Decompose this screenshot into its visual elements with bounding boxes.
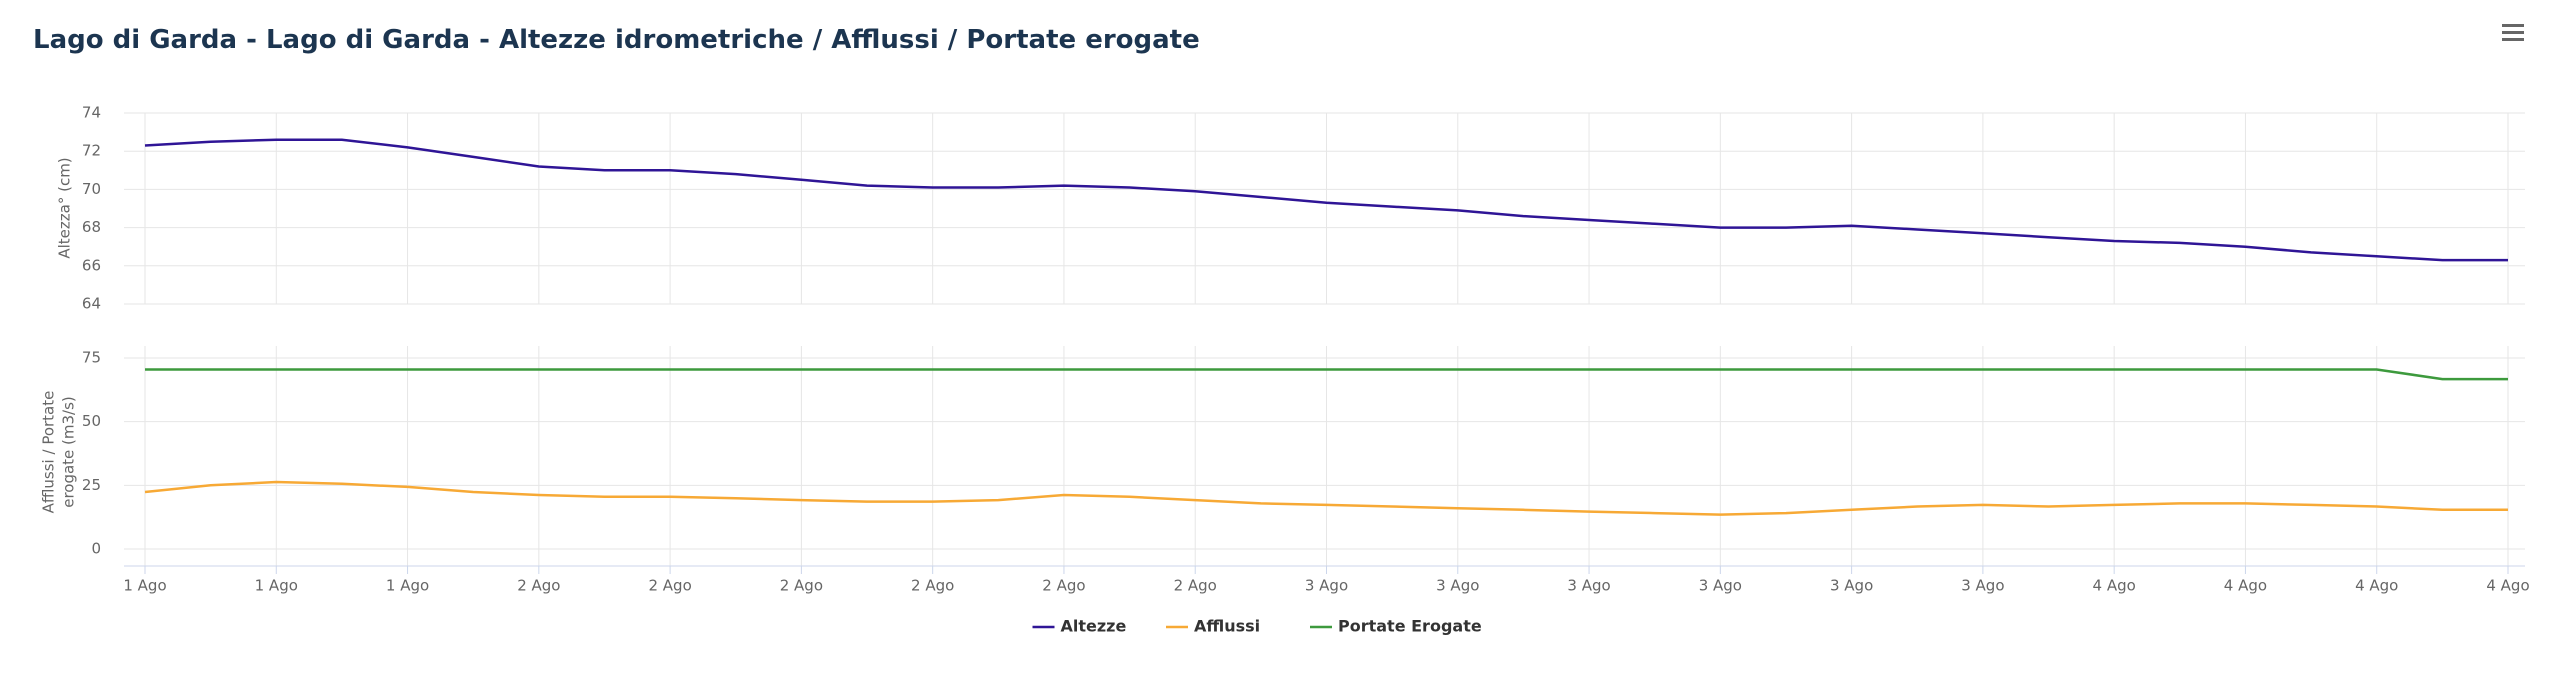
x-tick-label: 2 Ago — [1042, 577, 1085, 595]
x-tick-label: 3 Ago — [1699, 577, 1742, 595]
series-line — [144, 480, 2508, 516]
y-axis-label: Altezza° (cm) — [56, 157, 74, 258]
y-tick-label: 70 — [82, 180, 101, 198]
menu-bar[interactable] — [2502, 24, 2524, 27]
y2-tick-label: 50 — [82, 412, 101, 430]
x-tick-label: 2 Ago — [648, 577, 691, 595]
legend-label: Portate Erogate — [1338, 617, 1482, 636]
x-tick-label: 2 Ago — [1174, 577, 1217, 595]
y-tick-label: 68 — [82, 218, 101, 236]
x-tick-label: 2 Ago — [780, 577, 823, 595]
y2-tick-label: 0 — [91, 540, 101, 558]
x-tick-label: 3 Ago — [1305, 577, 1348, 595]
y2-axis-label: erogate (m3/s) — [60, 396, 78, 508]
x-tick-label: 1 Ago — [255, 577, 298, 595]
series-line — [144, 138, 2508, 262]
x-tick-label: 2 Ago — [517, 577, 560, 595]
x-tick-label: 4 Ago — [2486, 577, 2529, 595]
x-tick-label: 1 Ago — [386, 577, 429, 595]
x-tick-label: 4 Ago — [2355, 577, 2398, 595]
y2-axis-label: Afflussi / Portate — [40, 391, 58, 514]
y2-tick-label: 25 — [82, 476, 101, 494]
x-tick-label: 1 Ago — [123, 577, 166, 595]
x-tick-label: 4 Ago — [2093, 577, 2136, 595]
chart-title: Lago di Garda - Lago di Garda - Altezze … — [33, 25, 1200, 55]
menu-bar[interactable] — [2502, 38, 2524, 41]
x-tick-label: 3 Ago — [1436, 577, 1479, 595]
menu-bar[interactable] — [2502, 31, 2524, 34]
legend-label: Altezze — [1061, 617, 1127, 636]
x-tick-label: 4 Ago — [2224, 577, 2267, 595]
x-tick-label: 3 Ago — [1830, 577, 1873, 595]
x-tick-label: 2 Ago — [911, 577, 954, 595]
y-tick-label: 72 — [82, 142, 101, 160]
y-tick-label: 64 — [82, 295, 101, 313]
menu-button[interactable] — [2502, 24, 2524, 41]
y-tick-label: 74 — [82, 104, 101, 122]
y2-tick-label: 75 — [82, 349, 101, 367]
x-tick-label: 3 Ago — [1961, 577, 2004, 595]
x-tick-label: 3 Ago — [1567, 577, 1610, 595]
y-tick-label: 66 — [82, 256, 101, 274]
legend-label: Afflussi — [1194, 617, 1260, 636]
series-line — [145, 368, 2508, 381]
